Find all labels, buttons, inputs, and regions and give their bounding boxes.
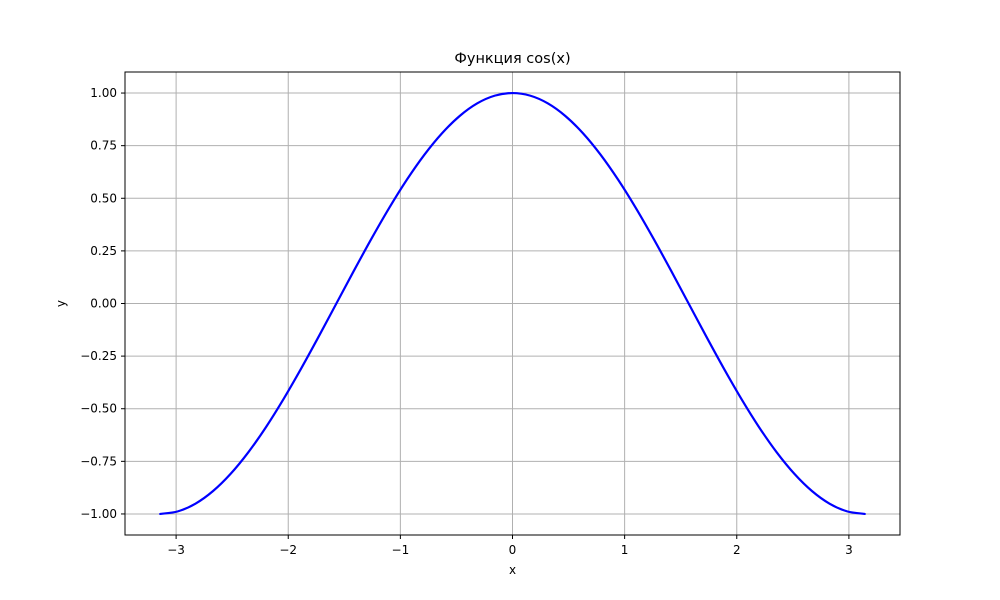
x-tick-label: 3 bbox=[845, 543, 853, 557]
y-axis-label: y bbox=[54, 300, 68, 307]
x-tick-label: −2 bbox=[279, 543, 297, 557]
x-tick-label: 2 bbox=[733, 543, 741, 557]
y-tick-label: 0.00 bbox=[90, 297, 117, 311]
chart-title: Функция cos(x) bbox=[454, 51, 570, 67]
grid bbox=[125, 72, 900, 535]
x-tick-label: 0 bbox=[509, 543, 517, 557]
x-axis-label: x bbox=[509, 563, 516, 577]
y-tick-label: 0.75 bbox=[90, 139, 117, 153]
x-tick-label: −1 bbox=[392, 543, 410, 557]
y-tick-label: 0.50 bbox=[90, 191, 117, 205]
x-tick-label: −3 bbox=[167, 543, 185, 557]
y-tick-label: 1.00 bbox=[90, 86, 117, 100]
y-tick-label: −1.00 bbox=[80, 507, 117, 521]
ticks: −3 −2 −1 0 1 2 3 −1.00 −0.75 −0.50 −0.25 0.00 0.25 0.… bbox=[80, 86, 852, 557]
series-line-layer bbox=[159, 91, 866, 516]
y-tick-label: −0.75 bbox=[80, 454, 117, 468]
y-tick-label: 0.25 bbox=[90, 244, 117, 258]
y-tick-label: −0.25 bbox=[80, 349, 117, 363]
y-tick-label: −0.50 bbox=[80, 402, 117, 416]
x-tick-label: 1 bbox=[621, 543, 629, 557]
series-line bbox=[159, 91, 866, 516]
